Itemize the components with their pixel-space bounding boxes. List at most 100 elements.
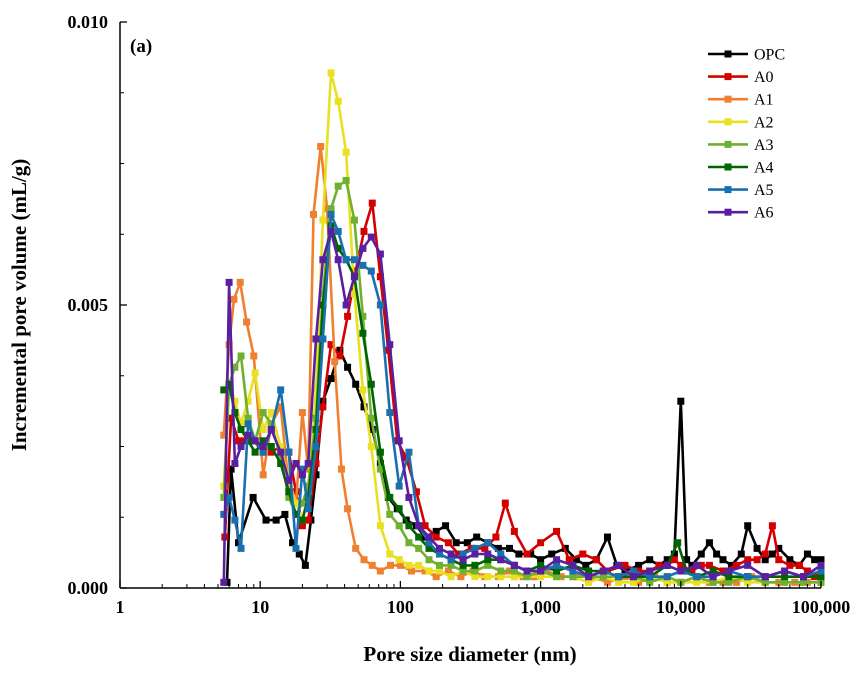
data-point-a2 (359, 386, 367, 394)
data-point-a5 (425, 539, 433, 547)
data-point-a6 (237, 443, 245, 450)
data-point-a3 (781, 578, 789, 586)
data-point-a5 (285, 448, 293, 456)
data-point-a1 (542, 567, 550, 575)
data-point-opc (463, 539, 471, 547)
data-point-a1 (331, 358, 339, 366)
legend-marker (724, 95, 732, 103)
data-point-a4 (484, 556, 492, 564)
data-point-a3 (725, 578, 733, 586)
data-point-a6 (781, 567, 789, 575)
data-point-a6 (350, 273, 358, 281)
data-point-a0 (744, 556, 752, 564)
data-point-a2 (415, 561, 423, 569)
data-point-a0 (775, 556, 783, 564)
data-point-opc (352, 380, 360, 388)
data-point-a4 (319, 301, 327, 309)
data-point-opc (761, 556, 769, 564)
data-point-a4 (376, 448, 384, 456)
data-point-a1 (259, 471, 267, 479)
data-point-a0 (603, 567, 611, 575)
data-point-a5 (497, 550, 505, 558)
data-point-a3 (395, 522, 403, 530)
data-point-a1 (457, 573, 465, 581)
data-point-a3 (497, 567, 505, 575)
data-point-a6 (312, 335, 320, 343)
data-point-opc (635, 561, 643, 569)
data-point-a1 (352, 544, 360, 552)
data-point-opc (753, 544, 761, 552)
data-point-a6 (761, 573, 769, 581)
data-point-a4 (386, 493, 394, 501)
data-point-a5 (646, 573, 654, 581)
data-point-a6 (646, 567, 654, 575)
data-point-opc (344, 363, 352, 371)
data-point-a0 (537, 539, 545, 547)
data-point-opc (494, 544, 502, 552)
data-point-opc (646, 556, 654, 564)
data-point-a5 (459, 550, 467, 558)
data-point-opc (289, 539, 297, 547)
data-point-opc (515, 550, 523, 558)
y-tick-label: 0.005 (68, 295, 109, 315)
data-point-a1 (236, 278, 244, 286)
data-point-a6 (251, 437, 259, 445)
data-point-a5 (259, 448, 267, 456)
data-point-a0 (455, 550, 463, 558)
data-point-a3 (709, 578, 717, 586)
data-point-a6 (415, 522, 423, 530)
data-point-a0 (688, 567, 696, 575)
data-point-a1 (317, 143, 325, 151)
data-point-a1 (310, 210, 318, 218)
data-point-a1 (408, 567, 416, 575)
data-point-opc (572, 556, 580, 564)
data-point-opc (683, 556, 691, 564)
data-point-a3 (523, 573, 531, 581)
legend-marker (724, 208, 732, 216)
data-point-a1 (635, 578, 643, 586)
data-point-a0 (481, 544, 489, 552)
data-point-a1 (396, 561, 404, 569)
data-point-a2 (259, 426, 267, 434)
data-point-a0 (492, 533, 500, 541)
data-point-a3 (231, 363, 239, 371)
data-point-a4 (725, 573, 733, 581)
data-point-a1 (337, 465, 345, 473)
data-point-a4 (292, 510, 300, 518)
data-point-a0 (621, 561, 629, 569)
x-tick-label: 100 (387, 597, 414, 617)
legend-entry-a0: A0 (708, 69, 774, 86)
data-point-a4 (225, 380, 233, 388)
data-point-a0 (327, 341, 335, 349)
data-point-a0 (553, 527, 561, 535)
data-point-a5 (817, 567, 825, 575)
data-point-a3 (599, 573, 607, 581)
data-point-a0 (344, 312, 352, 320)
data-point-a2 (447, 573, 455, 581)
x-tick-label: 10 (251, 597, 269, 617)
data-point-a0 (432, 533, 440, 541)
data-point-a3 (425, 556, 433, 564)
data-point-a2 (244, 397, 252, 405)
data-point-a4 (459, 561, 467, 569)
data-point-a4 (425, 544, 433, 552)
data-point-opc (775, 544, 783, 552)
data-point-a4 (537, 561, 545, 569)
data-point-a6 (435, 544, 443, 552)
data-point-opc (737, 550, 745, 558)
data-point-a4 (259, 437, 267, 445)
data-point-a5 (350, 256, 358, 264)
data-point-a0 (523, 550, 531, 558)
legend-marker (724, 118, 732, 126)
data-point-a0 (412, 488, 420, 496)
data-point-a3 (459, 567, 467, 575)
data-point-a4 (817, 573, 825, 581)
data-point-a3 (277, 454, 285, 462)
data-point-a3 (298, 499, 306, 507)
data-point-a2 (615, 578, 623, 586)
data-point-a5 (312, 443, 320, 450)
data-point-a2 (231, 397, 239, 405)
data-point-a3 (367, 414, 375, 422)
data-point-a2 (435, 567, 443, 575)
